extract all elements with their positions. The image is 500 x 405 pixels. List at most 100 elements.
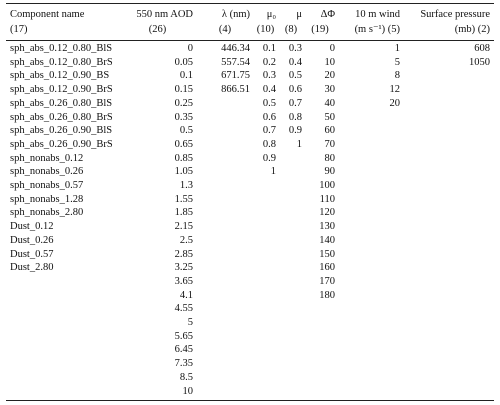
table-cell: 8 [394, 70, 400, 82]
table-cell: 0.2 [262, 56, 276, 68]
table-cell: 4.1 [179, 289, 193, 301]
table-cell: 180 [319, 289, 335, 301]
table-cell: 60 [324, 125, 336, 137]
table-cell: 140 [319, 234, 335, 246]
column-header-count: (26) [148, 24, 167, 35]
column-header-count: (4) [218, 24, 232, 35]
table-cell: 866.51 [221, 84, 250, 96]
table-cell: sph_nonabs_2.80 [10, 207, 84, 219]
bottom-rule [6, 400, 494, 401]
table-cell: sph_abs_0.12_0.80_BlS [10, 43, 113, 54]
table-cell: 40 [324, 97, 336, 109]
table-cell: 0 [329, 43, 335, 54]
table-cell: 1 [394, 43, 400, 54]
table-cell: 0.7 [262, 125, 276, 137]
table-cell: 2.85 [174, 248, 193, 260]
column-header-count: (mb) (2) [454, 24, 490, 35]
table-cell: Dust_0.26 [10, 234, 54, 246]
table-cell: 80 [324, 152, 336, 164]
table-cell: sph_abs_0.12_0.80_BrS [10, 56, 113, 68]
table-cell: 0.6 [288, 84, 302, 96]
table-cell: sph_abs_0.26_0.90_BlS [10, 125, 113, 137]
table-cell: 12 [389, 84, 401, 96]
table-cell: 0.9 [288, 125, 302, 137]
table-cell: 0.65 [174, 138, 193, 150]
table-cell: Dust_0.12 [10, 221, 54, 233]
table-cell: 0.1 [262, 43, 276, 54]
table-cell: 3.65 [174, 275, 193, 287]
table-cell: 2.5 [179, 234, 193, 246]
table-cell: sph_abs_0.26_0.90_BrS [10, 138, 113, 150]
column-header-count: (8) [284, 24, 298, 35]
table-cell: sph_abs_0.26_0.80_BlS [10, 97, 113, 109]
table-cell: sph_abs_0.26_0.80_BrS [10, 111, 113, 123]
column-header-count: (m s⁻¹) (5) [354, 24, 400, 35]
table-cell: 0.05 [174, 56, 193, 68]
column-header: 10 m wind [355, 9, 400, 20]
table-cell: 110 [319, 193, 335, 205]
table-cell: 0.5 [288, 70, 302, 82]
table-cell: 0.9 [262, 152, 276, 164]
table-cell: 6.45 [174, 344, 193, 356]
table-cell: 150 [319, 248, 335, 260]
table-cell: sph_nonabs_0.12 [10, 152, 84, 164]
table-cell: 160 [319, 262, 335, 274]
column-header: λ (nm) [221, 9, 250, 20]
table-cell: 1 [270, 166, 276, 178]
table-cell: 130 [319, 221, 335, 233]
table-cell: 0.4 [288, 56, 302, 68]
table-cell: 608 [474, 43, 490, 54]
table-cell: 1050 [469, 56, 490, 68]
table-cell: 1.55 [174, 193, 193, 205]
table-cell: 0.3 [262, 70, 276, 82]
table-cell: 8.5 [179, 371, 193, 383]
column-header: Surface pressure [420, 9, 490, 20]
table-cell: 0 [187, 43, 193, 54]
table-cell: Dust_2.80 [10, 262, 54, 274]
table-cell: 5.65 [174, 330, 193, 342]
table-cell: 50 [324, 111, 336, 123]
table-cell: 0.8 [288, 111, 302, 123]
table-cell: 1.85 [174, 207, 193, 219]
table-cell: 0.6 [262, 111, 276, 123]
table-cell: 0.5 [179, 125, 193, 137]
table-cell: 100 [319, 180, 335, 191]
table-cell: 5 [187, 317, 193, 328]
table-cell: 0.7 [288, 97, 302, 109]
table-cell: 120 [319, 207, 335, 219]
table-cell: 1.3 [179, 180, 193, 191]
column-header: Component name [10, 9, 85, 20]
table-cell: 671.75 [221, 70, 250, 82]
table-cell: 10 [324, 56, 336, 68]
table-cell: 0.1 [179, 70, 193, 82]
column-header: μ [296, 9, 302, 20]
table-cell: 4.55 [174, 303, 193, 315]
table-cell: 10 [182, 385, 194, 397]
column-header: 550 nm AOD [136, 9, 193, 20]
column-header: μ₀ [266, 9, 276, 20]
column-header-count: (17) [10, 24, 28, 35]
table-cell: sph_nonabs_0.57 [10, 180, 84, 191]
column-header-count: (19) [311, 24, 329, 35]
table-cell: 0.4 [262, 84, 276, 96]
header-rule [6, 40, 494, 41]
table-cell: 0.5 [262, 97, 276, 109]
table-cell: 1.05 [174, 166, 193, 178]
column-header: ΔΦ [320, 9, 335, 20]
table-cell: 0.25 [174, 97, 193, 109]
column-header-count: (10) [256, 24, 275, 35]
table-cell: sph_nonabs_1.28 [10, 193, 84, 205]
table-cell: 30 [324, 84, 336, 96]
table-cell: 70 [324, 138, 336, 150]
table-cell: 0.35 [174, 111, 193, 123]
table-cell: 3.25 [174, 262, 193, 274]
table-cell: sph_abs_0.12_0.90_BS [10, 70, 110, 82]
table-cell: 90 [324, 166, 336, 178]
table-cell: 5 [394, 56, 400, 68]
table-cell: 446.34 [221, 43, 250, 54]
table-cell: sph_abs_0.12_0.90_BrS [10, 84, 113, 96]
table-cell: 0.8 [262, 138, 276, 150]
table-cell: 0.85 [174, 152, 193, 164]
table-cell: Dust_0.57 [10, 248, 54, 260]
